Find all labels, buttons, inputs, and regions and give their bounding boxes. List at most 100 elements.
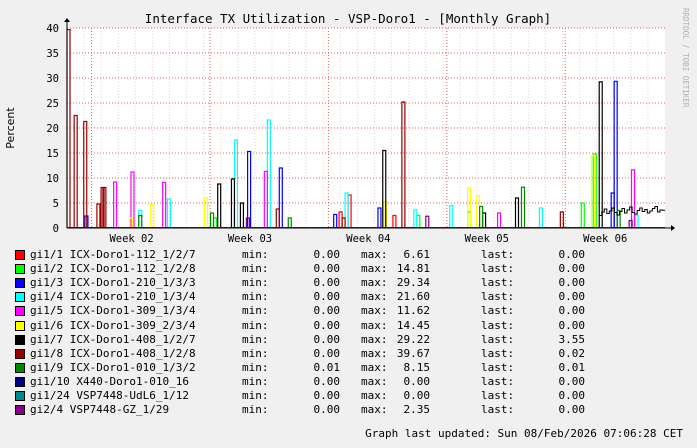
legend-min-label: min: (242, 389, 269, 402)
legend-min-value: 0.01 (313, 360, 341, 374)
series-spike (150, 203, 155, 228)
legend-series-name: gi1/7 ICX-Doro1-408_1/2/7 (30, 332, 196, 346)
legend-row: gi1/1 ICX-Doro1-112_1/2/7 min: 0.00 max: 6.6… (0, 248, 697, 262)
series-spike (590, 155, 596, 228)
y-tick-label: 15 (46, 148, 59, 160)
series-spike (630, 169, 636, 228)
legend-max-value: 8.15 (403, 360, 431, 374)
series-spike (496, 212, 502, 228)
last-updated: Graph last updated: Sun 08/Feb/2026 07:0… (365, 427, 683, 440)
legend-max-value: 11.62 (396, 304, 430, 318)
legend-min-label: min: (242, 332, 269, 346)
legend-series-name: gi1/2 ICX-Doro1-112_1/2/8 (30, 262, 196, 276)
legend-row: gi1/2 ICX-Doro1-112_1/2/8 min: 0.00 max: 14.… (0, 262, 697, 276)
legend-last-value: 0.00 (558, 290, 586, 304)
legend-min-value: 0.00 (313, 248, 341, 261)
legend-row: gi1/9 ICX-Doro1-010_1/3/2 min: 0.01 max: 8.1… (0, 361, 697, 375)
x-axis-arrow (671, 225, 675, 231)
chart-title: Interface TX Utilization - VSP-Doro1 - [… (145, 11, 551, 26)
plot-area: Week 02 Week 03 Week 04 Week 05 Week 06 0 5 10 1… (46, 18, 675, 245)
legend-max-value: 14.81 (396, 262, 430, 276)
legend-last-label: last: (481, 248, 515, 261)
legend-series-name: gi1/10 X440-Doro1-010_16 (30, 374, 189, 388)
legend-min-label: min: (242, 318, 269, 332)
series-trace (599, 206, 665, 216)
series-spike (239, 202, 245, 228)
legend-last-value: 0.00 (558, 318, 586, 332)
series-spike (230, 178, 236, 228)
series-spike (138, 214, 143, 228)
x-tick-label: Week 04 (346, 233, 390, 245)
y-tick-label: 5 (53, 198, 59, 210)
legend-min-value: 0.00 (313, 374, 341, 388)
legend-row: gi1/3 ICX-Doro1-210_1/3/3 min: 0.00 max: 29.… (0, 276, 697, 290)
legend-swatch (15, 292, 25, 303)
legend-last-label: last: (481, 290, 515, 304)
legend-last-label: last: (481, 318, 515, 332)
series-spike (559, 211, 564, 228)
y-tick-label: 25 (46, 98, 59, 110)
legend-min-label: min: (242, 248, 269, 261)
series-spike (392, 214, 397, 228)
series-spike (333, 213, 338, 228)
legend-max-value: 0.00 (403, 374, 431, 388)
series-spike (166, 198, 172, 228)
series-spike (263, 170, 268, 228)
series-spike (449, 204, 454, 228)
x-tick-label: Week 05 (465, 233, 509, 245)
legend-row: gi1/8 ICX-Doro1-408_1/2/8 min: 0.00 max: 39.… (0, 347, 697, 361)
legend-max-label: max: (361, 276, 388, 290)
legend-swatch (15, 362, 25, 373)
legend-max-value: 21.60 (396, 290, 430, 304)
series-spike (628, 219, 633, 228)
series-spike (113, 181, 118, 228)
legend-max-value: 29.22 (396, 332, 430, 346)
legend-swatch (15, 278, 25, 289)
series-spike (520, 186, 526, 228)
series-spike (616, 209, 621, 228)
legend-row: gi1/10 X440-Doro1-010_16 min: 0.00 max: 0.00… (0, 375, 697, 389)
legend-min-label: min: (242, 346, 269, 360)
legend-row: gi1/24 VSP7448-UdL6_1/12 min: 0.00 max: 0.00… (0, 389, 697, 403)
series-spike (102, 186, 107, 228)
legend-min-value: 0.00 (313, 276, 341, 290)
legend-last-value: 3.55 (558, 332, 586, 346)
series-spike (382, 149, 387, 228)
legend-max-label: max: (361, 304, 388, 318)
legend-series-name: gi1/1 ICX-Doro1-112_1/2/7 (30, 248, 196, 261)
plot-background (67, 28, 665, 228)
y-tick-label: 20 (46, 123, 59, 135)
legend-min-label: min: (242, 304, 269, 318)
y-tick-label: 0 (53, 223, 59, 235)
series-spike (287, 217, 292, 228)
legend-min-label: min: (242, 403, 269, 417)
legend-last-label: last: (481, 360, 515, 374)
series-spike (275, 208, 280, 228)
legend-last-label: last: (481, 304, 515, 318)
y-tick-label: 40 (46, 23, 59, 35)
legend-series-name: gi1/3 ICX-Doro1-210_1/3/3 (30, 276, 196, 290)
legend-min-value: 0.00 (313, 304, 341, 318)
legend-last-value: 0.00 (558, 403, 586, 417)
legend-last-value: 0.01 (558, 360, 586, 374)
x-tick-label: Week 06 (583, 233, 627, 245)
legend-min-value: 0.00 (313, 262, 341, 276)
legend-min-label: min: (242, 276, 269, 290)
legend-min-value: 0.00 (313, 318, 341, 332)
series-spike (401, 101, 406, 228)
x-tick-label: Week 02 (109, 233, 153, 245)
legend-swatch (15, 348, 25, 359)
y-axis-label: Percent (4, 107, 17, 149)
legend-max-value: 2.35 (403, 403, 431, 417)
legend-min-label: min: (242, 360, 269, 374)
legend-max-label: max: (361, 332, 388, 346)
legend-swatch (15, 320, 25, 331)
legend-max-label: max: (361, 346, 388, 360)
series-spike (203, 197, 209, 228)
legend-last-value: 0.02 (558, 346, 586, 360)
legend-min-value: 0.00 (313, 403, 341, 417)
legend-last-value: 0.00 (558, 389, 586, 402)
legend-last-label: last: (481, 374, 515, 388)
legend-series-name: gi2/4 VSP7448-GZ_1/29 (30, 403, 170, 417)
legend-last-value: 0.00 (558, 276, 586, 290)
